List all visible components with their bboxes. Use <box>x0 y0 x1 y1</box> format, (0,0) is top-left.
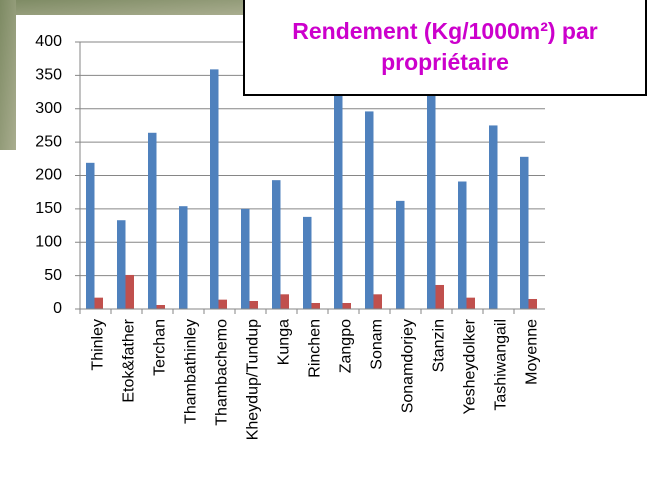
bar <box>249 300 258 309</box>
photo-background <box>0 0 245 15</box>
bar <box>94 297 103 309</box>
bar <box>458 181 467 309</box>
x-tick-label: Thinley <box>90 319 107 371</box>
x-tick-label: Tashiwangail <box>493 319 510 411</box>
x-tick-label: Sonamdorjey <box>400 319 417 413</box>
x-tick-label: Stanzin <box>431 319 448 372</box>
y-tick-label: 0 <box>53 300 62 317</box>
bar <box>117 220 126 309</box>
y-tick-label: 200 <box>35 167 62 184</box>
bar <box>342 302 351 309</box>
x-tick-label: Yesheydolker <box>462 318 479 414</box>
bar <box>311 302 320 309</box>
x-tick-label: Zangpo <box>338 319 355 373</box>
x-tick-label: Moyenne <box>524 319 541 385</box>
y-tick-label: 400 <box>35 33 62 50</box>
bar <box>156 304 165 309</box>
bar <box>303 216 312 309</box>
x-tick-label: Terchan <box>152 319 169 376</box>
bar <box>210 69 219 310</box>
bar <box>148 132 157 309</box>
bar <box>373 294 382 309</box>
x-tick-label: Etok&father <box>121 318 138 402</box>
bar <box>365 111 374 309</box>
bar <box>125 274 134 309</box>
bar <box>334 95 343 310</box>
bar <box>272 180 281 309</box>
x-tick-label: Kunga <box>276 319 293 365</box>
y-tick-label: 250 <box>35 133 62 150</box>
bar <box>241 208 250 309</box>
bar <box>489 125 498 309</box>
bar <box>466 297 475 309</box>
bar <box>427 95 436 310</box>
photo-background <box>0 0 16 150</box>
x-tick-label: Rinchen <box>307 319 324 378</box>
bar <box>218 299 227 309</box>
x-tick-label: Sonam <box>369 319 386 370</box>
y-tick-label: 150 <box>35 200 62 217</box>
y-tick-label: 300 <box>35 100 62 117</box>
y-tick-label: 50 <box>44 267 62 284</box>
bar <box>396 200 405 309</box>
bar <box>435 284 444 309</box>
x-tick-label: Thambachemo <box>214 319 231 426</box>
y-tick-label: 350 <box>35 67 62 84</box>
y-tick-label: 100 <box>35 233 62 250</box>
bar <box>528 298 537 309</box>
bar <box>179 206 188 309</box>
x-tick-label: Thambathinley <box>183 319 200 424</box>
bar <box>520 156 529 309</box>
x-tick-label: Kheydup/Tundup <box>245 319 262 440</box>
chart-title: Rendement (Kg/1000m²) par propriétaire <box>243 0 647 96</box>
bar <box>86 162 95 309</box>
bar <box>280 294 289 309</box>
